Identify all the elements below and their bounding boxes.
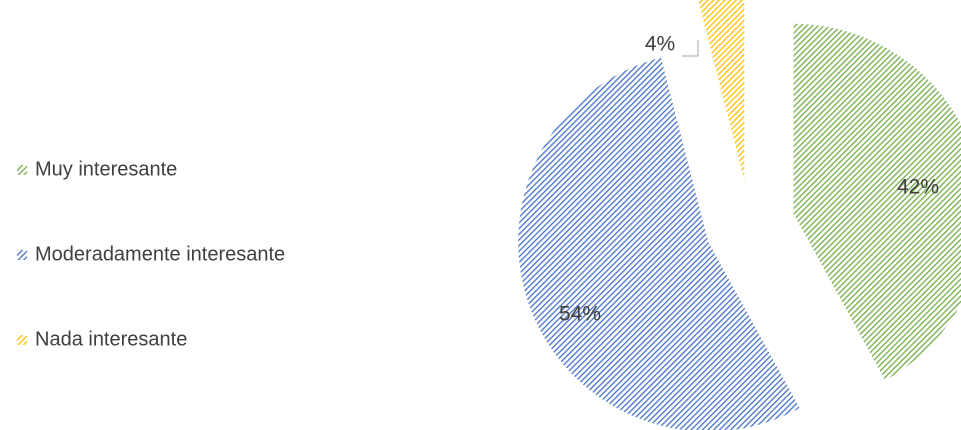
legend-label: Muy interesante — [35, 158, 177, 180]
legend-swatch — [17, 165, 27, 175]
legend-swatch — [17, 250, 27, 260]
pie-slice — [793, 23, 961, 381]
legend-swatch — [17, 335, 27, 345]
pie-slice — [698, 0, 745, 181]
pie-slice — [518, 57, 800, 430]
data-label: 4% — [645, 33, 675, 56]
legend-label: Nada interesante — [35, 328, 187, 350]
legend-label: Moderadamente interesante — [35, 243, 285, 265]
data-label: 54% — [559, 303, 601, 326]
data-label: 42% — [897, 176, 939, 199]
leader-line — [682, 40, 699, 57]
